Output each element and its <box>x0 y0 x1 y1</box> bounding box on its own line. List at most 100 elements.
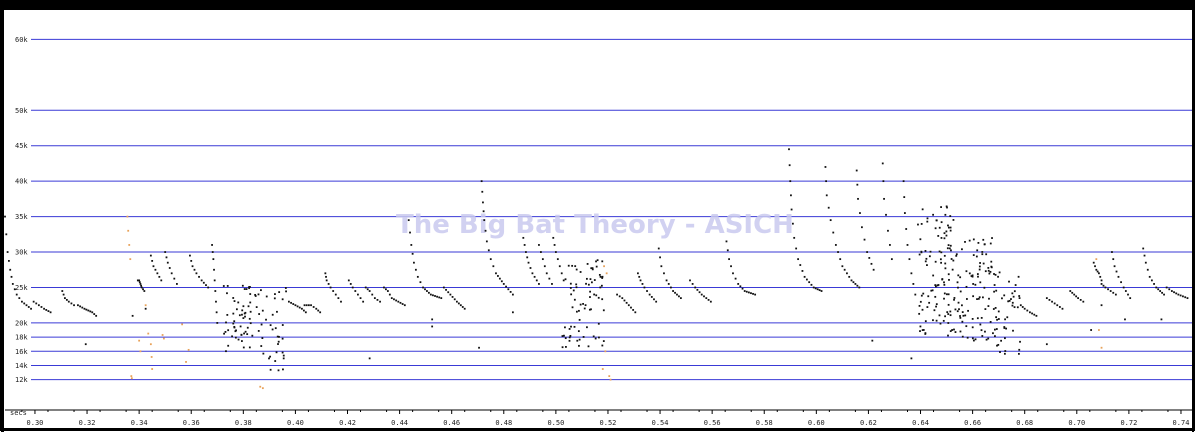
call-point <box>371 293 374 296</box>
call-point <box>696 288 699 291</box>
scatter-point <box>231 335 233 338</box>
call-point <box>843 268 846 271</box>
call-point <box>676 293 678 296</box>
scatter-point <box>1018 348 1021 351</box>
scatter-point <box>997 343 1000 346</box>
call-point <box>856 183 859 186</box>
call-point <box>1077 297 1079 300</box>
call-point <box>1107 288 1109 291</box>
call-point <box>461 306 464 308</box>
x-unit-label: secs <box>10 409 27 417</box>
scatter-point <box>985 253 988 256</box>
call-point <box>905 228 908 230</box>
call-point <box>303 304 306 307</box>
call-point <box>855 169 858 172</box>
scatter-point <box>1018 297 1021 299</box>
call-point <box>419 281 422 284</box>
highlight-point <box>185 361 187 363</box>
call-point <box>1061 307 1064 310</box>
scatter-point <box>597 322 600 325</box>
call-point <box>27 306 30 308</box>
call-point <box>414 268 417 271</box>
scatter-point <box>274 360 277 362</box>
call-point <box>290 301 292 304</box>
x-tick-label: 0.60 <box>808 419 825 427</box>
call-point <box>13 288 16 291</box>
scatter-point <box>979 262 981 264</box>
scatter-point <box>1019 340 1021 343</box>
call-point <box>87 309 90 312</box>
scatter-point <box>929 250 932 253</box>
scatter-point <box>984 270 987 273</box>
call-point <box>885 213 887 216</box>
call-point <box>368 290 371 292</box>
scatter-point <box>965 285 968 288</box>
call-point <box>453 298 456 301</box>
call-point <box>15 293 18 296</box>
scatter-point <box>1003 326 1006 328</box>
scatter-point <box>570 325 572 328</box>
call-point <box>149 254 152 257</box>
scatter-point <box>997 310 1000 313</box>
scatter-point <box>990 266 993 269</box>
call-point <box>43 307 45 310</box>
scatter-point <box>943 297 945 300</box>
call-point <box>411 252 414 255</box>
call-point <box>357 293 359 296</box>
call-point <box>650 296 653 298</box>
scatter-point <box>978 268 981 271</box>
call-point <box>754 293 757 296</box>
scatter-point <box>992 308 995 310</box>
call-point <box>627 304 630 307</box>
call-point <box>327 283 330 285</box>
call-point <box>525 251 527 253</box>
scatter-point <box>955 254 958 257</box>
scatter-point <box>940 251 943 254</box>
call-point <box>505 285 507 288</box>
scatter-point <box>589 290 592 293</box>
scatter-point <box>591 268 594 271</box>
scatter-point <box>234 336 237 339</box>
call-point <box>700 293 703 296</box>
call-point <box>618 295 621 298</box>
call-point <box>215 300 217 303</box>
call-point <box>739 285 742 288</box>
scatter-point <box>249 293 252 295</box>
call-point <box>1150 279 1153 282</box>
call-point <box>416 275 419 278</box>
call-point <box>824 166 827 168</box>
scatter-point <box>928 301 931 304</box>
call-point <box>560 272 563 275</box>
scatter-point <box>932 319 934 322</box>
call-point <box>77 304 79 307</box>
scatter-point <box>244 330 247 333</box>
scatter-point <box>947 313 950 315</box>
call-point <box>1073 293 1076 296</box>
scatter-point <box>984 308 987 310</box>
call-point <box>1177 293 1180 296</box>
call-point <box>890 258 893 261</box>
call-point <box>364 286 367 289</box>
scatter-point <box>951 268 954 271</box>
scatter-point <box>971 318 974 320</box>
scatter-point <box>972 283 975 285</box>
scatter-point <box>265 295 268 298</box>
call-point <box>1165 286 1168 289</box>
scatter-point <box>921 208 924 211</box>
scatter-point <box>981 253 984 256</box>
scatter-point <box>947 303 950 306</box>
scatter-point <box>977 241 980 244</box>
scatter-point <box>285 290 287 293</box>
call-point <box>8 259 10 262</box>
call-point <box>35 302 38 305</box>
call-point <box>741 287 744 290</box>
call-point <box>302 309 305 312</box>
call-point <box>138 281 141 284</box>
call-point <box>551 283 553 285</box>
scatter-point <box>918 304 921 307</box>
highlight-point <box>1100 346 1103 349</box>
scatter-point <box>590 267 593 270</box>
scatter-point <box>995 328 998 330</box>
scatter-point <box>934 284 937 287</box>
call-point <box>858 286 861 289</box>
